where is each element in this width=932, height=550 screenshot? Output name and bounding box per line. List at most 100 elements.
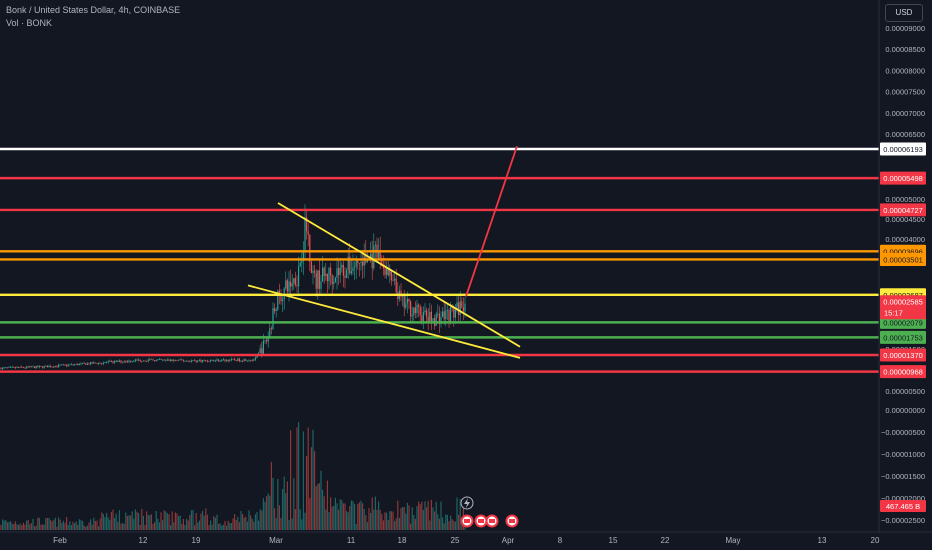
candle-body xyxy=(272,308,274,329)
candle-body xyxy=(458,302,460,315)
candle-body xyxy=(442,311,444,317)
volume-bar xyxy=(206,514,208,530)
candle-body xyxy=(99,362,101,364)
candle-body xyxy=(163,359,165,361)
countdown-label: 15:17 xyxy=(884,308,903,317)
event-icons[interactable] xyxy=(460,496,519,528)
candle-body xyxy=(2,367,4,370)
volume-bar xyxy=(56,526,58,530)
candle-body xyxy=(131,361,133,363)
volume-bar xyxy=(280,518,282,530)
candle-body xyxy=(69,364,71,366)
volume-bar xyxy=(230,523,232,530)
volume-bar xyxy=(424,501,426,530)
candle-body xyxy=(251,359,253,361)
candle-body xyxy=(374,244,376,246)
volume-bar xyxy=(392,511,394,530)
time-axis[interactable]: Feb 12 19 Mar 11 18 25 Apr 8 15 22 May 13 20 xyxy=(53,536,880,545)
volume-bar xyxy=(366,522,368,530)
volume-bar xyxy=(368,508,370,530)
volume-bar xyxy=(272,477,274,530)
volume-bar xyxy=(194,525,196,530)
volume-bar xyxy=(248,510,250,530)
candle-body xyxy=(208,361,210,362)
x-tick-label: 25 xyxy=(451,536,460,545)
candle-body xyxy=(315,272,317,289)
symbol-title[interactable]: Bonk / United States Dollar, 4h, COINBAS… xyxy=(6,5,181,15)
candle-body xyxy=(72,364,74,365)
candle-body xyxy=(64,364,66,366)
candle-body xyxy=(325,273,327,277)
candle-body xyxy=(312,270,314,273)
candle-body xyxy=(234,359,236,361)
candle-body xyxy=(13,366,15,368)
candle-body xyxy=(174,360,176,361)
volume-bar xyxy=(446,514,448,530)
candle-body xyxy=(171,359,173,362)
volume-bar xyxy=(306,455,308,530)
candle-body xyxy=(314,270,316,273)
volume-bar xyxy=(98,526,100,530)
volume-bar xyxy=(107,517,109,530)
candle-body xyxy=(110,361,112,362)
volume-bar xyxy=(91,524,93,530)
y-tick-label: 0.00007500 xyxy=(885,88,925,97)
candle-body xyxy=(214,360,216,362)
candle-body xyxy=(170,359,172,361)
candle-body xyxy=(38,366,40,368)
volume-bar xyxy=(278,505,280,530)
volume-bar xyxy=(416,506,418,530)
volume-bar xyxy=(410,523,412,530)
candle-body xyxy=(43,366,45,368)
volume-legend[interactable]: Vol · BONK xyxy=(6,18,53,28)
candle-body xyxy=(307,231,309,235)
candle-body xyxy=(91,362,93,364)
candle-body xyxy=(261,348,263,354)
candle-body xyxy=(438,313,440,324)
candle-body xyxy=(331,275,333,285)
currency-button[interactable]: USD xyxy=(885,4,923,22)
volume-bar xyxy=(18,525,20,530)
candle-body xyxy=(286,280,288,292)
candle-body xyxy=(149,358,151,360)
candle-body xyxy=(136,359,138,361)
volume-bar xyxy=(234,514,236,530)
level-label-box xyxy=(880,252,926,266)
volume-bar xyxy=(200,513,202,530)
candle-body xyxy=(421,315,423,322)
volume-bar xyxy=(394,521,396,530)
level-label: 0.00001370 xyxy=(883,351,923,360)
candle-body xyxy=(290,281,292,287)
candle-body xyxy=(386,268,388,275)
volume-bar xyxy=(400,508,402,530)
candle-body xyxy=(406,299,408,304)
volume-bar xyxy=(387,519,389,530)
candle-body xyxy=(387,268,389,276)
volume-bar xyxy=(178,516,180,530)
y-tick-label: 0.00006500 xyxy=(885,130,925,139)
price-axis[interactable]: 0.00009000 0.00008500 0.00008000 0.00007500… xyxy=(881,24,925,525)
candle-body xyxy=(134,359,136,362)
level-label: 0.00004727 xyxy=(883,206,923,215)
volume-bar xyxy=(256,512,258,530)
candle-body xyxy=(30,366,32,368)
volume-bar xyxy=(403,506,405,530)
volume-bar xyxy=(130,515,132,530)
candle-body xyxy=(147,359,149,362)
volume-bar xyxy=(286,481,288,530)
candle-body xyxy=(162,359,164,361)
volume-bar xyxy=(390,511,392,530)
volume-bar xyxy=(69,521,71,530)
candle-body xyxy=(266,340,268,342)
volume-bar xyxy=(242,513,244,530)
candle-body xyxy=(330,267,332,276)
candle-body xyxy=(246,360,248,362)
volume-bar xyxy=(184,525,186,530)
trend-line xyxy=(277,202,521,348)
candle-body xyxy=(6,367,8,369)
candle-body xyxy=(389,269,391,276)
candle-body xyxy=(422,312,424,322)
candle-body xyxy=(264,340,266,342)
volume-bar xyxy=(176,513,178,530)
